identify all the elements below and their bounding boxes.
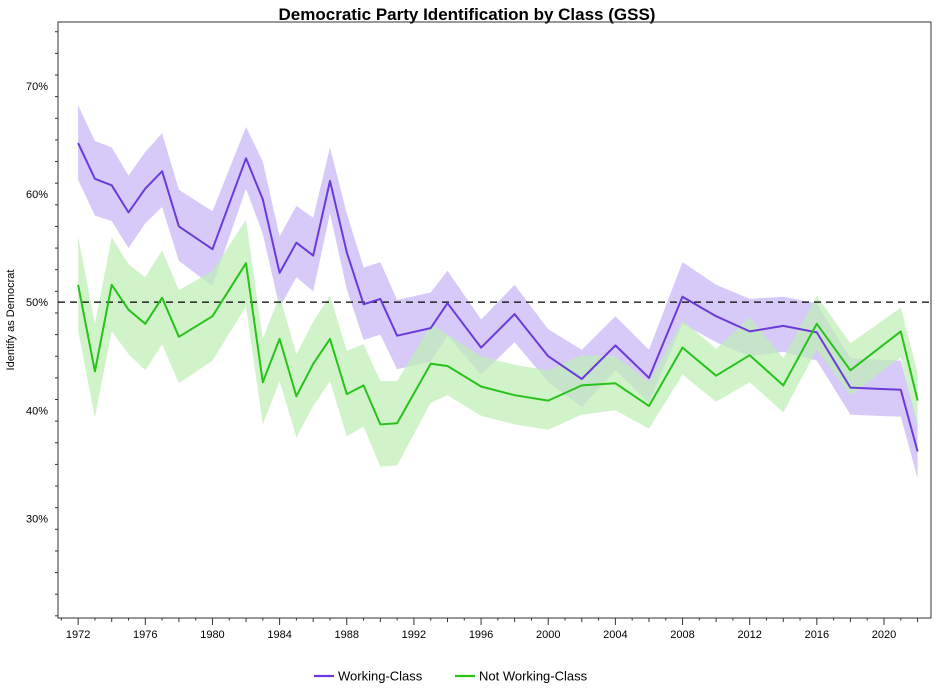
x-tick-label: 2008 bbox=[670, 629, 694, 641]
x-axis: 1972 1976 1980 1984 1988 1992 1996 2000 2004 2008… bbox=[60, 618, 919, 641]
y-tick-label: 70% bbox=[26, 81, 48, 93]
plot-area-frame bbox=[57, 21, 932, 619]
x-tick-label: 2020 bbox=[872, 629, 896, 641]
x-tick-label: 1976 bbox=[133, 629, 157, 641]
x-tick-label: 1984 bbox=[267, 629, 291, 641]
y-tick-label: 30% bbox=[26, 513, 48, 525]
confidence-bands bbox=[78, 105, 918, 479]
band-series-1 bbox=[78, 219, 918, 467]
x-tick-label: 2000 bbox=[536, 629, 560, 641]
x-tick-label: 1988 bbox=[335, 629, 359, 641]
chart-title: Democratic Party Identification by Class… bbox=[279, 5, 656, 24]
legend-label-0: Working-Class bbox=[338, 669, 423, 684]
y-tick-label: 60% bbox=[26, 189, 48, 201]
x-tick-label: 1972 bbox=[66, 629, 90, 641]
line-series-0 bbox=[77, 142, 919, 452]
line-series-1 bbox=[77, 262, 919, 426]
y-axis: 30% 40% 50% 60% 70% bbox=[26, 31, 58, 617]
y-axis-label: Identify as Democrat bbox=[5, 270, 17, 371]
x-tick-label: 1980 bbox=[200, 629, 224, 641]
x-tick-label: 2016 bbox=[805, 629, 829, 641]
x-tick-label: 1992 bbox=[402, 629, 426, 641]
legend-label-1: Not Working-Class bbox=[479, 669, 588, 684]
x-tick-label: 1996 bbox=[469, 629, 493, 641]
y-tick-label: 40% bbox=[26, 405, 48, 417]
y-tick-label: 50% bbox=[26, 297, 48, 309]
series-lines bbox=[77, 142, 919, 452]
legend: Working-Class Not Working-Class bbox=[314, 669, 588, 684]
x-tick-label: 2004 bbox=[603, 629, 627, 641]
x-tick-label: 2012 bbox=[737, 629, 761, 641]
band-series-0 bbox=[78, 105, 918, 479]
